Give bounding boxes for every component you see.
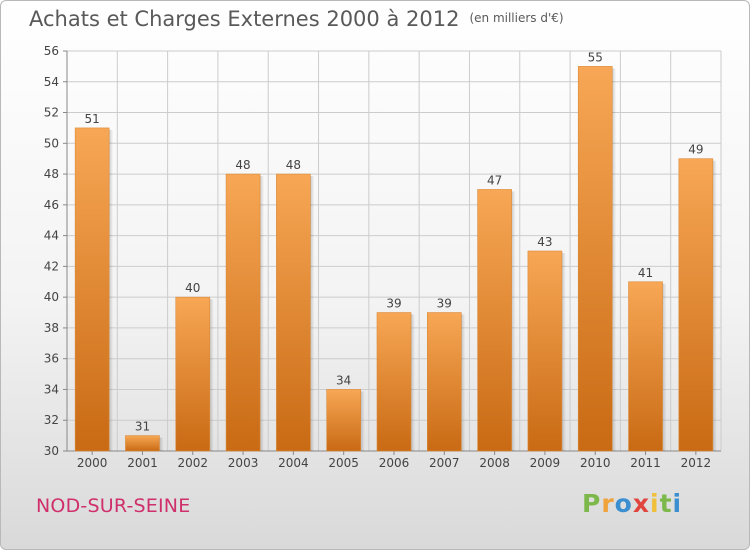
x-tick-label-2000: 2000 xyxy=(77,456,108,470)
y-tick-label: 32 xyxy=(44,413,59,427)
y-tick-label: 38 xyxy=(44,321,59,335)
y-tick-label: 40 xyxy=(44,290,59,304)
x-tick-label-2012: 2012 xyxy=(681,456,712,470)
bar-chart: 30 32 34 36 38 40 42 44 46 48 50 52 54 56 51 2000 31 200… xyxy=(44,44,722,470)
bar-shadow xyxy=(109,129,114,451)
data-label-2006: 39 xyxy=(386,297,401,311)
logo-letter: o xyxy=(614,489,633,518)
bar-shadow xyxy=(612,68,617,451)
bar-2004 xyxy=(276,173,311,452)
y-tick-label: 48 xyxy=(44,167,59,181)
bars xyxy=(74,66,717,452)
x-tick-label-2002: 2002 xyxy=(177,456,208,470)
bar-shadow xyxy=(461,314,466,451)
logo-letter: r xyxy=(601,489,615,518)
bar-shadow xyxy=(411,314,415,451)
bar-shadow xyxy=(310,176,315,452)
x-tick-label-2001: 2001 xyxy=(127,456,158,470)
x-tick-label-2004: 2004 xyxy=(278,456,309,470)
data-label-2008: 47 xyxy=(487,173,502,187)
bar-2005 xyxy=(326,389,361,452)
y-tick-label: 54 xyxy=(44,75,59,89)
y-tick-label: 46 xyxy=(44,198,59,212)
data-label-2004: 48 xyxy=(286,158,301,172)
bar-2002 xyxy=(175,296,211,452)
logo-letter: P xyxy=(582,489,602,518)
x-tick-label-2007: 2007 xyxy=(429,456,460,470)
y-tick-label: 52 xyxy=(44,106,59,120)
logo-letter: x xyxy=(632,489,650,518)
bar-2001 xyxy=(125,435,160,452)
bar-shadow xyxy=(511,191,516,451)
data-label-2012: 49 xyxy=(688,143,703,157)
x-tick-label-2006: 2006 xyxy=(379,456,410,470)
bar-shadow xyxy=(260,176,265,452)
y-tick-label: 44 xyxy=(44,229,59,243)
bar-2009 xyxy=(527,250,563,452)
x-tick-label-2010: 2010 xyxy=(580,456,611,470)
bar-2012 xyxy=(678,158,714,452)
data-label-2003: 48 xyxy=(235,158,250,172)
bar-2003 xyxy=(225,173,261,452)
bar-shadow xyxy=(561,253,566,451)
y-tick-label: 50 xyxy=(44,136,59,150)
data-label-2007: 39 xyxy=(437,297,452,311)
bar-2007 xyxy=(427,312,462,452)
data-label-2011: 41 xyxy=(638,266,653,280)
bar-shadow xyxy=(712,160,717,451)
bar-2008 xyxy=(477,189,512,452)
y-tick-label: 34 xyxy=(44,382,59,396)
x-tick-label-2011: 2011 xyxy=(630,456,661,470)
bar-2006 xyxy=(376,312,412,452)
logo-letter: i xyxy=(672,489,683,518)
x-tick-label-2009: 2009 xyxy=(530,456,561,470)
data-label-2010: 55 xyxy=(588,50,603,64)
y-tick-label: 42 xyxy=(44,259,59,273)
data-label-2002: 40 xyxy=(185,281,200,295)
x-tick-label-2005: 2005 xyxy=(328,456,359,470)
bar-shadow xyxy=(360,391,365,451)
bar-2010 xyxy=(577,66,613,452)
commune-name: NOD-SUR-SEINE xyxy=(36,495,191,517)
data-label-2009: 43 xyxy=(537,235,552,249)
bar-2011 xyxy=(628,281,663,452)
y-tick-label: 56 xyxy=(44,44,59,58)
labels: 51 2000 31 2001 40 2002 48 2003 48 2004 34 2005 39 20… xyxy=(77,50,711,470)
x-tick-label-2003: 2003 xyxy=(228,456,259,470)
bar-shadow xyxy=(662,283,667,451)
y-tick-label: 30 xyxy=(44,444,59,458)
bar-shadow xyxy=(209,299,214,451)
bar-shadow xyxy=(159,437,164,451)
data-label-2000: 51 xyxy=(85,112,100,126)
chart-title-text: Achats et Charges Externes 2000 à 2012 xyxy=(29,7,460,31)
y-tick-label: 36 xyxy=(44,352,59,366)
chart-title: Achats et Charges Externes 2000 à 2012 (e… xyxy=(29,7,564,31)
bar-2000 xyxy=(74,127,110,452)
chart-unit: (en milliers d'€) xyxy=(469,11,564,25)
data-label-2005: 34 xyxy=(336,373,351,387)
x-tick-label-2008: 2008 xyxy=(479,456,510,470)
data-label-2001: 31 xyxy=(135,420,150,434)
logo-letter: i xyxy=(650,489,660,518)
logo-letter: t xyxy=(659,489,673,518)
proxiti-logo: Proxiti xyxy=(582,489,682,518)
